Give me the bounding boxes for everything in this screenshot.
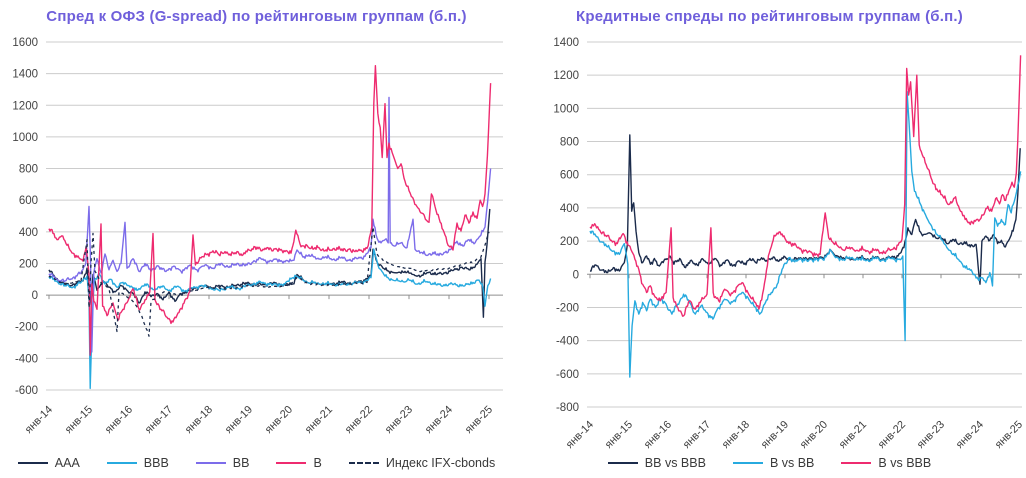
y-tick-label: 600 <box>560 170 579 182</box>
x-tick-label: янв-19 <box>223 404 255 436</box>
y-tick-label: 400 <box>560 203 579 215</box>
y-tick-label: 1400 <box>12 69 38 81</box>
x-tick-label: янв-14 <box>23 404 55 436</box>
legend-item-b: B <box>276 456 322 470</box>
credit-spreads-chart-title: Кредитные спреды по рейтинговым группам … <box>576 8 963 25</box>
x-tick-label: янв-23 <box>383 404 415 436</box>
y-tick-label: 200 <box>19 258 38 270</box>
legend-item-bb: BB <box>195 456 250 470</box>
x-tick-label: янв-22 <box>343 404 375 436</box>
series-line-bb <box>48 96 492 353</box>
y-tick-label: 1600 <box>12 37 38 49</box>
legend-label: BB <box>232 456 250 470</box>
y-tick-label: 1200 <box>553 70 579 82</box>
x-tick-label: янв-20 <box>798 419 830 451</box>
y-tick-label: -600 <box>556 369 579 381</box>
y-tick-label: 0 <box>573 269 579 281</box>
y-tick-label: 1000 <box>12 132 38 144</box>
gspread-chart-panel: Спред к ОФЗ (G-spread) по рейтинговым гр… <box>0 8 513 472</box>
series-line-bb-vs-bbb <box>589 134 1021 285</box>
y-tick-label: 800 <box>560 137 579 149</box>
legend-label: Индекс IFX-cbonds <box>385 456 496 470</box>
legend-swatch <box>348 462 379 464</box>
y-tick-label: 1200 <box>12 100 38 112</box>
legend-item-b-vs-bb: B vs BB <box>732 456 815 470</box>
series-line-b <box>48 65 492 356</box>
y-tick-label: 0 <box>32 290 38 302</box>
x-tick-label: янв-17 <box>681 419 713 451</box>
series-line-bbb <box>48 248 492 390</box>
legend-label: BBB <box>143 456 169 470</box>
legend-label: B vs BBB <box>878 456 932 470</box>
legend-swatch <box>732 462 763 464</box>
series-line-b-vs-bb <box>589 91 1022 378</box>
legend-swatch <box>106 462 137 464</box>
x-tick-label: янв-18 <box>183 404 215 436</box>
y-tick-label: 1000 <box>553 103 579 115</box>
legend-item-индекс-ifx-cbonds: Индекс IFX-cbonds <box>348 456 496 470</box>
legend-swatch <box>276 462 307 464</box>
legend-label: B vs BB <box>769 456 815 470</box>
legend-item-bbb: BBB <box>106 456 169 470</box>
y-tick-label: -600 <box>15 385 38 397</box>
x-tick-label: янв-24 <box>423 404 455 436</box>
x-tick-label: янв-25 <box>463 404 495 436</box>
y-tick-label: 800 <box>19 164 38 176</box>
legend-swatch <box>195 462 226 464</box>
credit-spreads-chart-legend: BB vs BBB B vs BB B vs BBB <box>513 454 1026 472</box>
x-tick-label: янв-20 <box>263 404 295 436</box>
legend-label: AAA <box>54 456 80 470</box>
x-tick-label: янв-18 <box>720 419 752 451</box>
y-tick-label: -800 <box>556 402 579 414</box>
y-tick-label: 1400 <box>553 37 579 49</box>
legend-item-bb-vs-bbb: BB vs BBB <box>607 456 706 470</box>
legend-label: BB vs BBB <box>644 456 706 470</box>
x-tick-label: янв-17 <box>143 404 175 436</box>
x-tick-label: янв-15 <box>603 419 635 451</box>
legend-label: B <box>313 456 322 470</box>
x-tick-label: янв-15 <box>63 404 95 436</box>
x-tick-label: янв-24 <box>954 419 986 451</box>
legend-swatch <box>841 462 872 464</box>
y-tick-label: -400 <box>15 353 38 365</box>
x-tick-label: янв-16 <box>103 404 135 436</box>
x-tick-label: янв-16 <box>642 419 674 451</box>
gspread-chart-legend: AAA BBB BB B Индекс IFX-cbonds <box>0 454 513 472</box>
x-tick-label: янв-14 <box>564 419 596 451</box>
x-tick-label: янв-19 <box>759 419 791 451</box>
legend-item-aaa: AAA <box>17 456 80 470</box>
x-tick-label: янв-25 <box>993 419 1025 451</box>
x-tick-label: янв-23 <box>915 419 947 451</box>
legend-item-b-vs-bbb: B vs BBB <box>841 456 931 470</box>
gspread-chart-title: Спред к ОФЗ (G-spread) по рейтинговым гр… <box>46 8 467 25</box>
gspread-chart-plot: 1600 1400 1200 1000 800 600 400 200 0 -200 -400 -60… <box>12 37 503 436</box>
legend-swatch <box>607 462 638 464</box>
series-line-b-vs-bbb <box>589 55 1022 317</box>
x-tick-label: янв-21 <box>837 419 869 451</box>
credit-spreads-chart-panel: Кредитные спреды по рейтинговым группам … <box>513 0 1026 478</box>
y-tick-label: 400 <box>19 227 38 239</box>
y-tick-label: -200 <box>15 322 38 334</box>
y-tick-label: 600 <box>19 195 38 207</box>
y-tick-label: -200 <box>556 302 579 314</box>
y-tick-label: 200 <box>560 236 579 248</box>
legend-swatch <box>17 462 48 464</box>
y-tick-label: -400 <box>556 336 579 348</box>
credit-spreads-chart-plot: 1400 1200 1000 800 600 400 200 0 -200 -400 -600 -80… <box>553 37 1025 451</box>
x-tick-label: янв-22 <box>876 419 908 451</box>
series-line-индекс-ifx-cbonds <box>48 226 490 337</box>
x-tick-label: янв-21 <box>303 404 335 436</box>
